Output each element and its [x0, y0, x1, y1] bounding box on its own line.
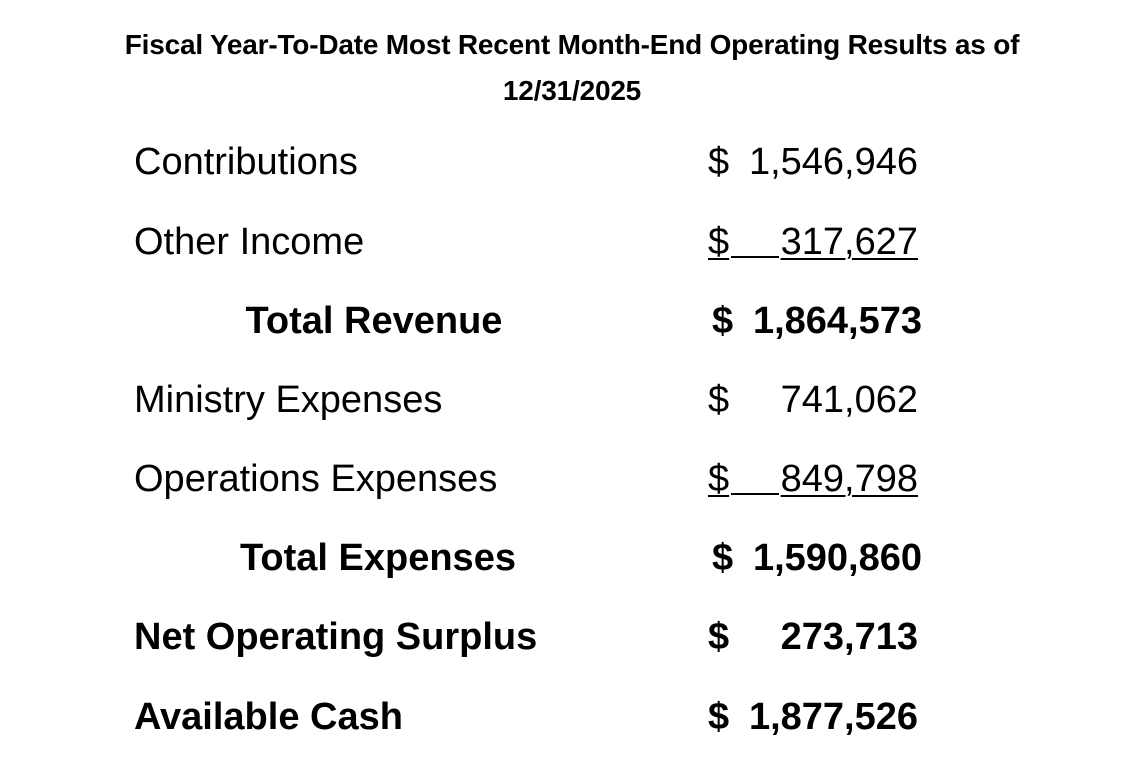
- amount-value: 1,546,946: [748, 141, 918, 183]
- currency-symbol: $: [708, 141, 730, 183]
- row-net-operating-surplus: Net Operating Surplus $273,713: [0, 607, 1144, 667]
- currency-symbol: $: [708, 458, 730, 500]
- row-label: Contributions: [134, 141, 358, 183]
- row-label: Available Cash: [134, 696, 403, 738]
- document-title: Fiscal Year-To-Date Most Recent Month-En…: [0, 22, 1144, 114]
- currency-symbol: $: [712, 300, 734, 342]
- row-label: Net Operating Surplus: [134, 616, 538, 658]
- amount-value: 317,627: [780, 221, 918, 263]
- underline-spacer: [731, 212, 779, 258]
- row-amount: $317,627: [708, 212, 918, 272]
- row-amount: $1,546,946: [708, 132, 918, 192]
- currency-symbol: $: [708, 696, 730, 738]
- row-operations-expenses: Operations Expenses $849,798: [0, 449, 1144, 509]
- row-other-income: Other Income $317,627: [0, 212, 1144, 272]
- row-amount: $849,798: [708, 449, 918, 509]
- row-available-cash: Available Cash $1,877,526: [0, 687, 1144, 747]
- currency-symbol: $: [708, 221, 730, 263]
- row-amount: $273,713: [708, 607, 918, 667]
- amount-value: 1,590,860: [752, 537, 922, 579]
- amount-value: 1,864,573: [752, 300, 922, 342]
- row-label: Ministry Expenses: [134, 379, 443, 421]
- amount-value: 741,062: [780, 379, 918, 421]
- title-line-2: 12/31/2025: [502, 75, 642, 106]
- row-label: Total Revenue: [245, 300, 503, 342]
- amount-value: 1,877,526: [748, 696, 918, 738]
- amount-value: 273,713: [780, 616, 918, 658]
- row-contributions: Contributions $1,546,946: [0, 132, 1144, 192]
- title-line-1: Fiscal Year-To-Date Most Recent Month-En…: [124, 29, 1020, 60]
- row-total-expenses: Total Expenses $1,590,860: [0, 528, 1144, 588]
- row-amount: $741,062: [708, 370, 918, 430]
- currency-symbol: $: [708, 616, 730, 658]
- currency-symbol: $: [708, 379, 730, 421]
- currency-symbol: $: [712, 537, 734, 579]
- row-ministry-expenses: Ministry Expenses $741,062: [0, 370, 1144, 430]
- row-label: Total Expenses: [240, 537, 516, 579]
- underline-spacer: [731, 449, 779, 495]
- row-label: Other Income: [134, 221, 365, 263]
- row-label: Operations Expenses: [134, 458, 498, 500]
- row-amount: $1,877,526: [708, 687, 918, 747]
- row-amount: $1,590,860: [712, 528, 922, 588]
- row-amount: $1,864,573: [712, 291, 922, 351]
- row-total-revenue: Total Revenue $1,864,573: [0, 291, 1144, 351]
- amount-value: 849,798: [780, 458, 918, 500]
